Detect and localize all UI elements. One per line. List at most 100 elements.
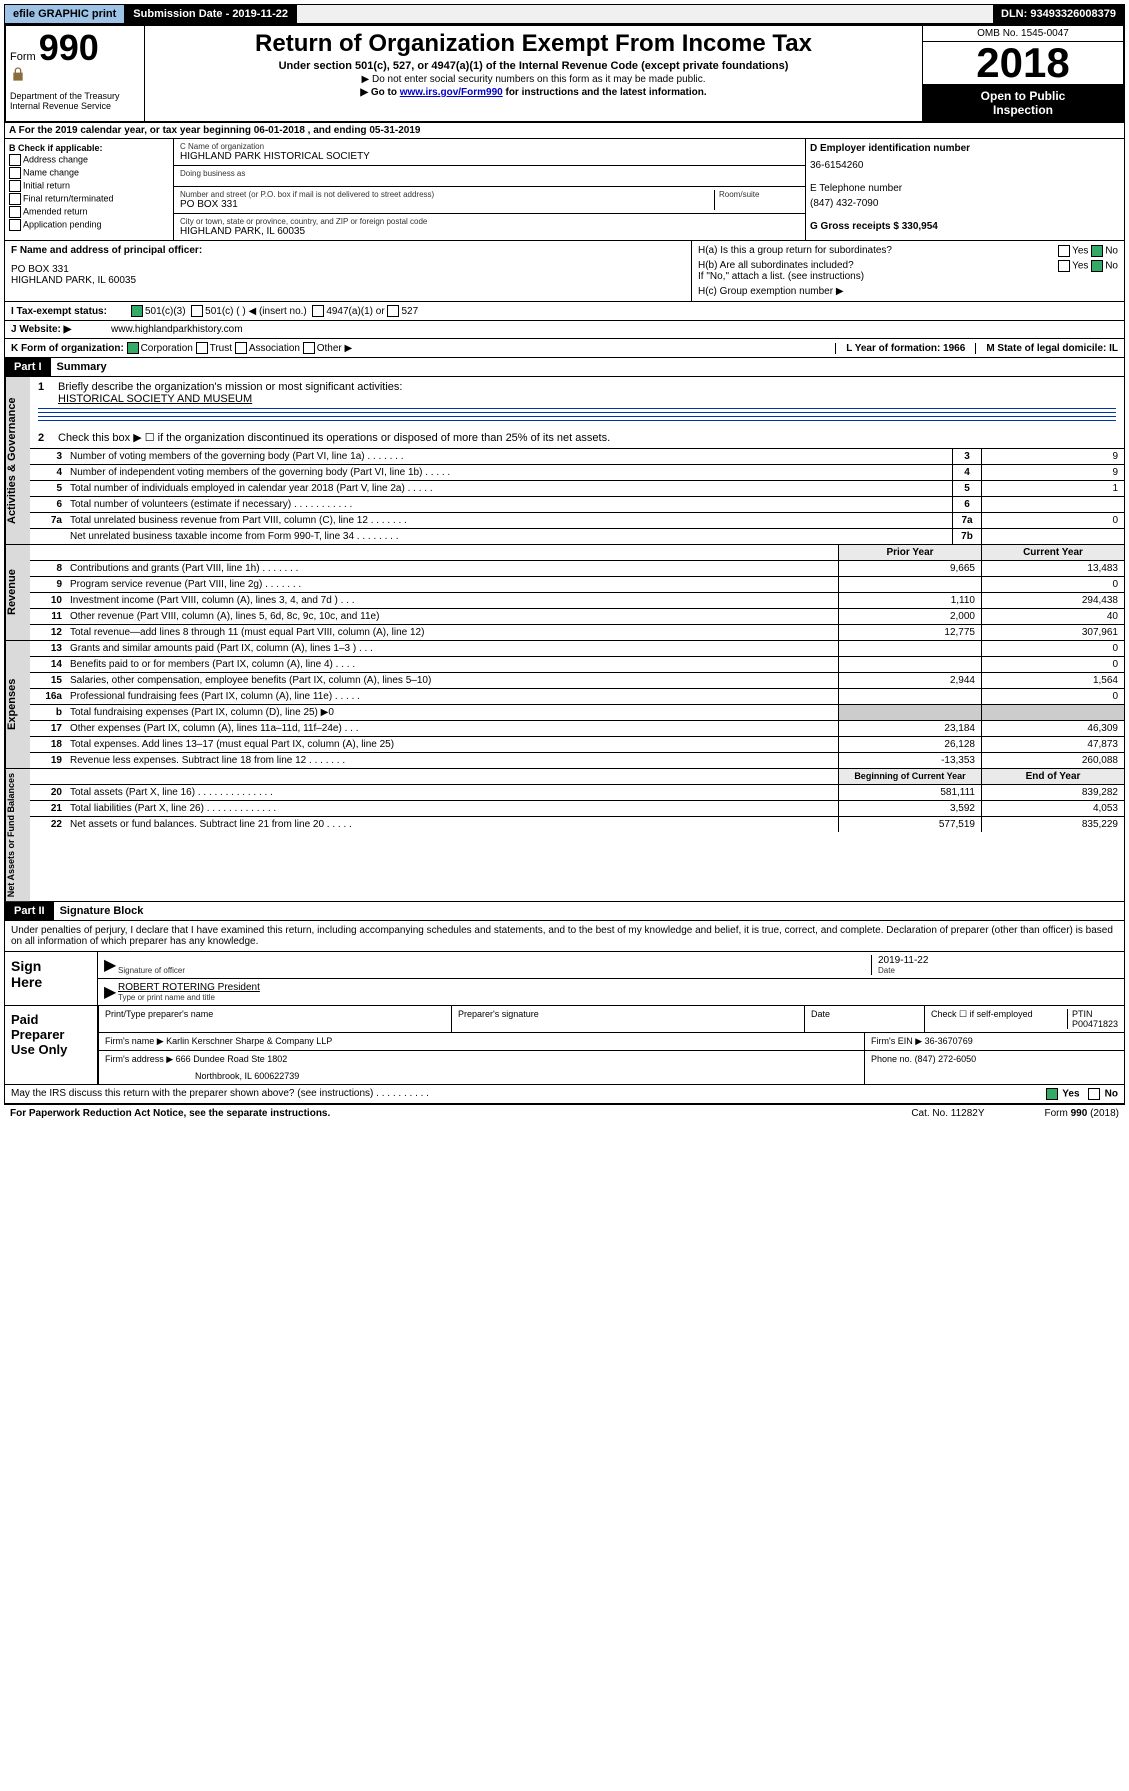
checkbox-hb-yes[interactable]	[1058, 260, 1070, 272]
col-c-org-info: C Name of organization HIGHLAND PARK HIS…	[174, 139, 1124, 240]
checkbox-address-change[interactable]	[9, 154, 21, 166]
dba-label: Doing business as	[180, 169, 799, 178]
col-b-header: B Check if applicable:	[9, 143, 169, 153]
main-title: Return of Organization Exempt From Incom…	[153, 30, 914, 58]
firm-phone-label: Phone no.	[871, 1054, 912, 1064]
signature-block: Under penalties of perjury, I declare th…	[4, 921, 1125, 1085]
checkbox-initial-return[interactable]	[9, 180, 21, 192]
arrow-icon: ▶	[104, 955, 118, 975]
opt-501c: 501(c) ( ) ◀ (insert no.)	[205, 306, 307, 317]
instructions-link[interactable]: www.irs.gov/Form990	[400, 87, 503, 98]
h-a-label: H(a) Is this a group return for subordin…	[698, 245, 892, 256]
officer-addr2: HIGHLAND PARK, IL 60035	[11, 275, 685, 286]
year-formation: L Year of formation: 1966	[835, 343, 975, 354]
cat-no: Cat. No. 11282Y	[911, 1108, 984, 1119]
h-c-label: H(c) Group exemption number ▶	[698, 286, 1118, 297]
firm-name-value: Karlin Kerschner Sharpe & Company LLP	[166, 1036, 332, 1046]
table-row: 6Total number of volunteers (estimate if…	[30, 497, 1124, 513]
opt-other: Other ▶	[317, 343, 352, 354]
lock-icon	[10, 66, 26, 82]
table-row: 17Other expenses (Part IX, column (A), l…	[30, 721, 1124, 737]
checkbox-ha-no[interactable]	[1091, 245, 1103, 257]
opt-501c3: 501(c)(3)	[145, 306, 186, 317]
sign-here-row: Sign Here ▶ Signature of officer 2019-11…	[5, 951, 1124, 1005]
part-2-header: Part II Signature Block	[4, 902, 1125, 921]
checkbox-527[interactable]	[387, 305, 399, 317]
section-revenue: Revenue Prior Year Current Year 8Contrib…	[4, 545, 1125, 641]
table-row: 20Total assets (Part X, line 16) . . . .…	[30, 785, 1124, 801]
city-value: HIGHLAND PARK, IL 60035	[180, 226, 799, 237]
opt-trust: Trust	[210, 343, 232, 354]
vtab-net-assets: Net Assets or Fund Balances	[5, 769, 30, 901]
checkbox-other[interactable]	[303, 342, 315, 354]
checkbox-application-pending[interactable]	[9, 219, 21, 231]
checkbox-trust[interactable]	[196, 342, 208, 354]
discuss-label: May the IRS discuss this return with the…	[11, 1088, 429, 1100]
label-application-pending: Application pending	[23, 219, 102, 229]
label-name-change: Name change	[23, 167, 79, 177]
checkbox-amended-return[interactable]	[9, 206, 21, 218]
checkbox-hb-no[interactable]	[1091, 260, 1103, 272]
mission-text: HISTORICAL SOCIETY AND MUSEUM	[58, 393, 1116, 405]
table-row: 14Benefits paid to or for members (Part …	[30, 657, 1124, 673]
revenue-header-row: Prior Year Current Year	[30, 545, 1124, 561]
efile-print-button[interactable]: efile GRAPHIC print	[5, 5, 125, 23]
ptin-label: PTIN	[1072, 1009, 1118, 1019]
gross-receipts: G Gross receipts $ 330,954	[810, 221, 1120, 232]
net-header-row: Beginning of Current Year End of Year	[30, 769, 1124, 785]
line1-label: Briefly describe the organization's miss…	[58, 381, 402, 393]
open-public-badge: Open to Public Inspection	[923, 85, 1123, 121]
checkbox-4947[interactable]	[312, 305, 324, 317]
checkbox-discuss-no[interactable]	[1088, 1088, 1100, 1100]
ptin-value: P00471823	[1072, 1019, 1118, 1029]
checkbox-corporation[interactable]	[127, 342, 139, 354]
preparer-sig-header: Preparer's signature	[451, 1006, 804, 1033]
perjury-declaration: Under penalties of perjury, I declare th…	[5, 921, 1124, 951]
vtab-revenue: Revenue	[5, 545, 30, 640]
checkbox-501c3[interactable]	[131, 305, 143, 317]
firm-addr2: Northbrook, IL 600622739	[195, 1071, 858, 1081]
table-row: 22Net assets or fund balances. Subtract …	[30, 817, 1124, 832]
street-value: PO BOX 331	[180, 199, 714, 210]
sig-officer-label: Signature of officer	[118, 966, 871, 975]
paid-preparer-label: Paid Preparer Use Only	[5, 1006, 98, 1084]
form-number: 990	[39, 27, 99, 68]
checkbox-501c[interactable]	[191, 305, 203, 317]
note-post: for instructions and the latest informat…	[503, 87, 707, 98]
officer-addr1: PO BOX 331	[11, 264, 685, 275]
name-label: C Name of organization	[180, 142, 799, 151]
arrow-icon-2: ▶	[104, 982, 118, 1002]
row-k-org-form: K Form of organization: Corporation Trus…	[4, 339, 1125, 358]
label-yes: Yes	[1072, 246, 1088, 257]
part-1-title: Summary	[51, 359, 113, 375]
city-label: City or town, state or province, country…	[180, 217, 799, 226]
table-row: 4Number of independent voting members of…	[30, 465, 1124, 481]
part-1-header: Part I Summary	[4, 358, 1125, 377]
principal-officer-label: F Name and address of principal officer:	[11, 245, 685, 256]
checkbox-ha-yes[interactable]	[1058, 245, 1070, 257]
officer-name-label: Type or print name and title	[118, 993, 1118, 1002]
h-b-label: H(b) Are all subordinates included?	[698, 260, 854, 271]
vtab-governance: Activities & Governance	[5, 377, 30, 544]
footer-final: For Paperwork Reduction Act Notice, see …	[4, 1104, 1125, 1122]
label-no: No	[1105, 246, 1118, 257]
table-row: 11Other revenue (Part VIII, column (A), …	[30, 609, 1124, 625]
opt-4947: 4947(a)(1) or	[326, 306, 384, 317]
ein-value: 36-6154260	[810, 160, 1120, 171]
dln-label: DLN: 93493326008379	[993, 5, 1124, 23]
tax-year: 2018	[923, 42, 1123, 85]
table-row: 12Total revenue—add lines 8 through 11 (…	[30, 625, 1124, 640]
discuss-no: No	[1105, 1089, 1118, 1100]
checkbox-association[interactable]	[235, 342, 247, 354]
checkbox-discuss-yes[interactable]	[1046, 1088, 1058, 1100]
row-f-h: F Name and address of principal officer:…	[4, 241, 1125, 302]
section-net-assets: Net Assets or Fund Balances Beginning of…	[4, 769, 1125, 902]
checkbox-final-return[interactable]	[9, 193, 21, 205]
table-row: 13Grants and similar amounts paid (Part …	[30, 641, 1124, 657]
title-block: Return of Organization Exempt From Incom…	[145, 26, 922, 121]
checkbox-name-change[interactable]	[9, 167, 21, 179]
pra-notice: For Paperwork Reduction Act Notice, see …	[10, 1108, 330, 1119]
table-row: 7aTotal unrelated business revenue from …	[30, 513, 1124, 529]
street-label: Number and street (or P.O. box if mail i…	[180, 190, 714, 199]
top-toolbar: efile GRAPHIC print Submission Date - 20…	[4, 4, 1125, 24]
